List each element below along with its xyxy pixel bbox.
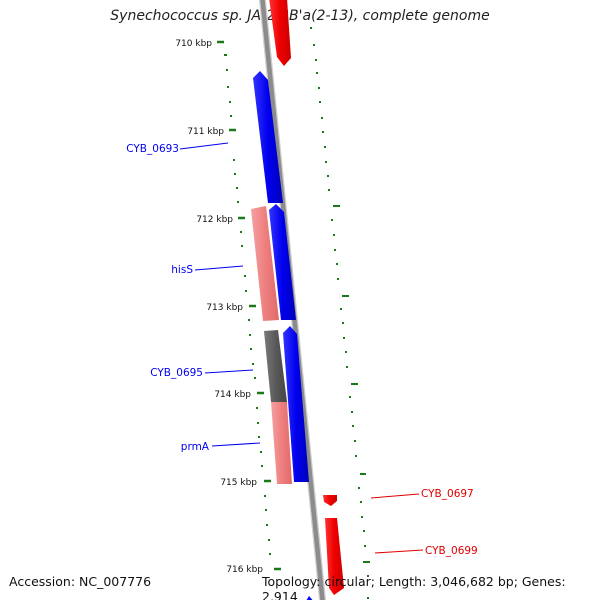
tick-label: 715 kbp — [220, 478, 257, 488]
tick-label: 711 kbp — [187, 127, 224, 137]
gene-feature-reverse[interactable] — [323, 495, 337, 506]
tick-label: 712 kbp — [196, 215, 233, 225]
label-leaders — [179, 142, 424, 554]
tick-label: 716 kbp — [226, 565, 263, 575]
gene-feature-rna[interactable] — [271, 402, 292, 484]
kbp-tick-labels: 710 kbp 711 kbp 712 kbp 713 kbp 714 kbp … — [175, 39, 263, 575]
gene-feature-forward[interactable] — [269, 204, 296, 320]
gene-labels: CYB_0693 hisS CYB_0695 prmA CYB_0697 CYB… — [126, 143, 478, 557]
gene-label-prma[interactable]: prmA — [181, 441, 210, 453]
accession-text: Accession: NC_007776 — [9, 574, 152, 589]
gene-feature-other[interactable] — [264, 330, 287, 402]
outer-guide-dots — [310, 27, 370, 599]
kbp-tick-marks — [217, 40, 281, 571]
gene-label-cyb0699[interactable]: CYB_0699 — [425, 545, 478, 557]
tick-label: 714 kbp — [214, 390, 251, 400]
gene-feature-rna[interactable] — [251, 206, 279, 321]
topology-text: Topology: circular; Length: 3,046,682 bp… — [262, 574, 566, 600]
gene-feature-forward[interactable] — [304, 596, 316, 600]
tick-label: 710 kbp — [175, 39, 212, 49]
gene-label-cyb0697[interactable]: CYB_0697 — [421, 488, 474, 500]
tick-label: 713 kbp — [206, 303, 243, 313]
gene-feature-forward[interactable] — [283, 326, 309, 482]
gene-feature-reverse[interactable] — [269, 0, 291, 66]
gene-feature-forward[interactable] — [253, 71, 283, 203]
gene-label-cyb0695[interactable]: CYB_0695 — [150, 367, 203, 379]
gene-label-hiss[interactable]: hisS — [171, 264, 193, 276]
map-title: Synechococcus sp. JA-2-3B'a(2-13), compl… — [110, 8, 490, 24]
gene-feature-reverse[interactable] — [325, 518, 344, 595]
gene-label-cyb0693[interactable]: CYB_0693 — [126, 143, 179, 155]
inner-guide-dots — [224, 54, 271, 555]
gene-features — [251, 0, 344, 600]
